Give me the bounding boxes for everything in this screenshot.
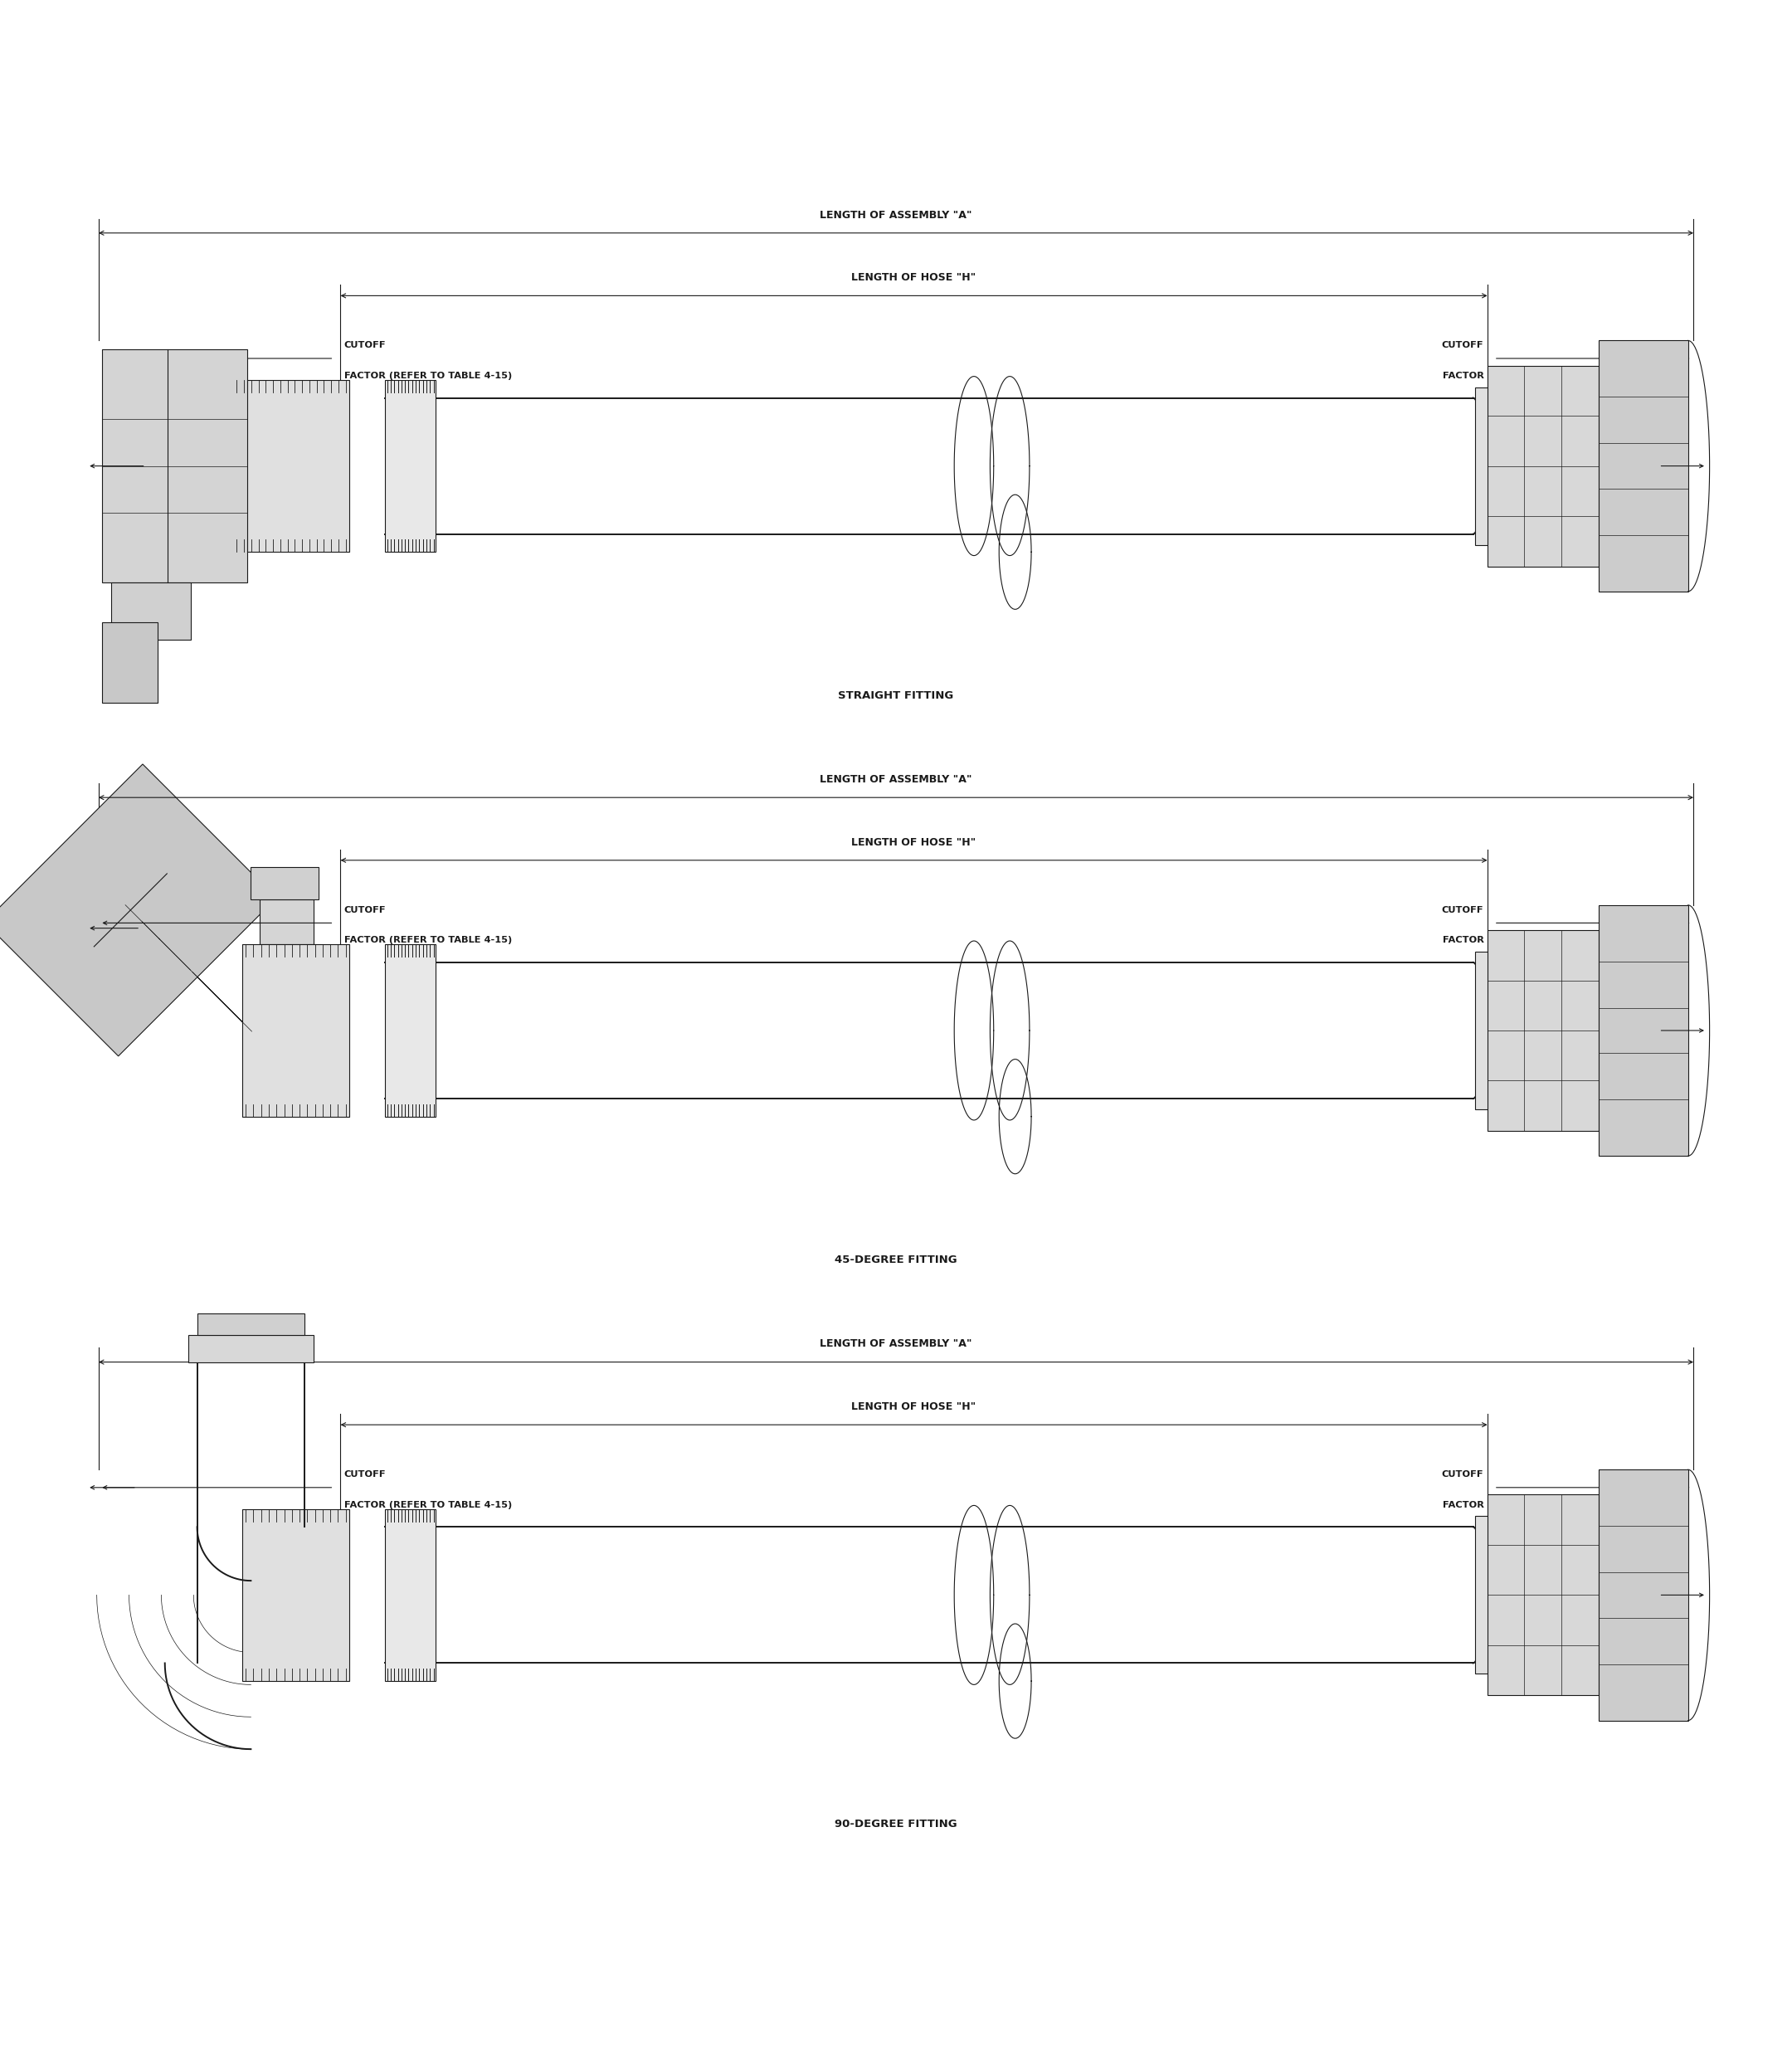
Bar [385,379,435,552]
Bar [1475,387,1514,544]
Bar [102,622,158,703]
Text: FACTOR: FACTOR [1443,936,1484,944]
Bar [242,1509,349,1682]
Text: 45-DEGREE FITTING: 45-DEGREE FITTING [835,1255,957,1265]
Bar [385,944,435,1117]
Bar [1475,1517,1514,1674]
Text: LENGTH OF HOSE "H": LENGTH OF HOSE "H" [851,272,977,282]
Bar [385,1509,435,1682]
Bar [188,1336,314,1362]
Text: 90-DEGREE FITTING: 90-DEGREE FITTING [835,1820,957,1830]
Polygon shape [0,765,276,1055]
Text: FACTOR (REFER TO TABLE 4-15): FACTOR (REFER TO TABLE 4-15) [344,371,513,379]
Text: CUTOFF: CUTOFF [1443,342,1484,350]
Bar [251,868,319,901]
Text: FACTOR (REFER TO TABLE 4-15): FACTOR (REFER TO TABLE 4-15) [344,936,513,944]
Text: LENGTH OF ASSEMBLY "A": LENGTH OF ASSEMBLY "A" [821,210,971,221]
Polygon shape [100,880,296,1076]
Text: CUTOFF: CUTOFF [1443,905,1484,913]
Text: FACTOR: FACTOR [1443,1500,1484,1509]
Bar [1487,930,1598,1131]
Text: LENGTH OF ASSEMBLY "A": LENGTH OF ASSEMBLY "A" [821,775,971,785]
Text: CUTOFF: CUTOFF [1443,1469,1484,1478]
Bar [1475,952,1514,1109]
Bar [1598,905,1688,1156]
Bar [1598,1469,1688,1721]
Bar [242,944,349,1117]
Text: CUTOFF: CUTOFF [344,1469,385,1478]
Text: STRAIGHT FITTING: STRAIGHT FITTING [839,690,953,701]
Bar [1487,1494,1598,1696]
Text: LENGTH OF ASSEMBLY "A": LENGTH OF ASSEMBLY "A" [821,1340,971,1350]
Text: FACTOR: FACTOR [1443,371,1484,379]
Bar [233,379,349,552]
Text: FACTOR (REFER TO TABLE 4-15): FACTOR (REFER TO TABLE 4-15) [344,1500,513,1509]
Bar [197,1313,305,1336]
Text: LENGTH OF HOSE "H": LENGTH OF HOSE "H" [851,1401,977,1412]
Text: CUTOFF: CUTOFF [344,342,385,350]
Bar [102,350,247,583]
Text: CUTOFF: CUTOFF [344,905,385,913]
Text: LENGTH OF HOSE "H": LENGTH OF HOSE "H" [851,837,977,847]
Bar [1598,340,1688,592]
Bar [111,583,192,639]
Bar [260,901,314,944]
Bar [1487,365,1598,567]
